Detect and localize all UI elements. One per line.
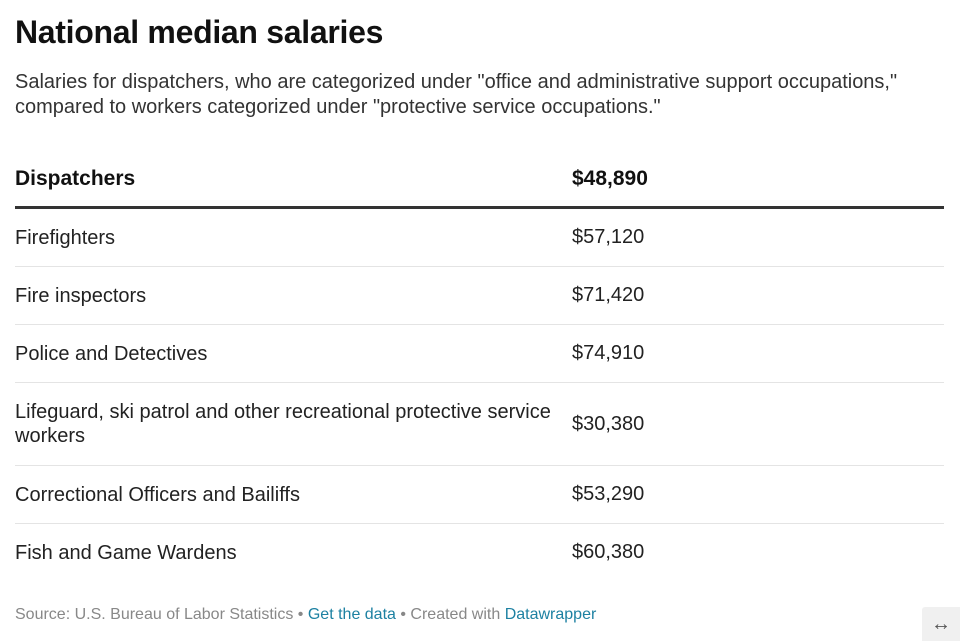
chart-title: National median salaries	[15, 14, 384, 50]
header-label: Dispatchers	[15, 167, 136, 190]
row-value: $57,120	[572, 226, 645, 248]
header-value: $48,890	[572, 167, 648, 190]
table-row: Fish and Game Wardens $60,380	[15, 524, 944, 581]
footer-separator: •	[293, 606, 308, 623]
table-header-row: Dispatchers $48,890	[15, 152, 944, 209]
row-value: $30,380	[572, 412, 645, 435]
row-label: Fire inspectors	[15, 284, 147, 307]
get-data-link[interactable]: Get the data	[307, 606, 396, 623]
created-with-text: Created with	[410, 606, 505, 623]
table-row: Firefighters $57,120	[15, 209, 944, 267]
table-row: Correctional Officers and Bailiffs $53,2…	[15, 466, 944, 524]
row-value: $60,380	[572, 541, 645, 563]
chart-subtitle: Salaries for dispatchers, who are catego…	[15, 71, 898, 118]
table-row: Lifeguard, ski patrol and other recreati…	[15, 383, 944, 466]
row-label: Police and Detectives	[15, 342, 208, 365]
resize-handle[interactable]: ↔	[922, 607, 960, 641]
row-value: $74,910	[572, 342, 645, 364]
row-value: $71,420	[572, 284, 645, 306]
table-row: Fire inspectors $71,420	[15, 267, 944, 325]
row-label: Firefighters	[15, 226, 116, 249]
salary-table: Dispatchers $48,890 Firefighters $57,120…	[15, 152, 944, 581]
row-value: $53,290	[572, 483, 645, 505]
source-text: Source: U.S. Bureau of Labor Statistics	[15, 606, 294, 623]
row-label: Lifeguard, ski patrol and other recreati…	[15, 401, 551, 447]
table-row: Police and Detectives $74,910	[15, 325, 944, 383]
footer-separator: •	[395, 606, 411, 623]
resize-arrows-icon: ↔	[931, 612, 951, 635]
row-label: Correctional Officers and Bailiffs	[15, 483, 300, 506]
row-label: Fish and Game Wardens	[15, 541, 237, 564]
chart-footer: Source: U.S. Bureau of Labor Statistics …	[15, 606, 596, 624]
datawrapper-link[interactable]: Datawrapper	[504, 606, 597, 623]
